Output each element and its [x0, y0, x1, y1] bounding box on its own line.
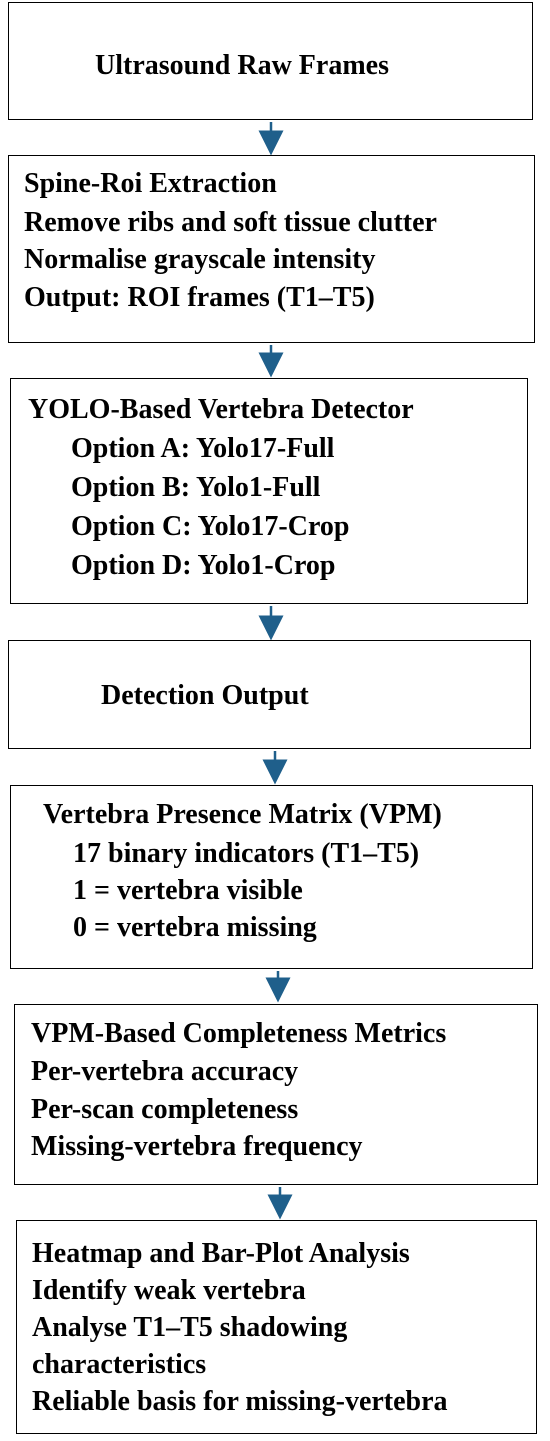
- box-yolo-detector: YOLO-Based Vertebra Detector Option A: Y…: [10, 378, 528, 604]
- option-a: Option A: Yolo17-Full: [71, 433, 335, 464]
- box-line: 0 = vertebra missing: [73, 912, 317, 943]
- box-title: Ultrasound Raw Frames: [95, 50, 389, 81]
- option-d: Option D: Yolo1-Crop: [71, 550, 336, 581]
- box-line: Missing-vertebra frequency: [31, 1131, 363, 1162]
- box-title: Detection Output: [101, 680, 309, 711]
- box-line: Remove ribs and soft tissue clutter: [24, 207, 437, 238]
- box-title: Heatmap and Bar-Plot Analysis: [32, 1238, 410, 1269]
- box-line: Normalise grayscale intensity: [24, 244, 376, 275]
- box-spine-roi-extraction: Spine-Roi Extraction Remove ribs and sof…: [8, 155, 535, 343]
- box-line: 17 binary indicators (T1–T5): [73, 838, 420, 869]
- option-b: Option B: Yolo1-Full: [71, 472, 321, 503]
- box-line: Per-vertebra accuracy: [31, 1056, 299, 1087]
- box-heatmap-analysis: Heatmap and Bar-Plot Analysis Identify w…: [16, 1220, 537, 1434]
- box-ultrasound-raw-frames: Ultrasound Raw Frames: [8, 2, 533, 120]
- box-line: Reliable basis for missing-vertebra: [32, 1386, 448, 1417]
- box-line: Output: ROI frames (T1–T5): [24, 282, 375, 313]
- box-title: Vertebra Presence Matrix (VPM): [43, 799, 442, 830]
- box-title: YOLO-Based Vertebra Detector: [28, 394, 414, 425]
- box-line: Per-scan completeness: [31, 1094, 299, 1125]
- box-title: Spine-Roi Extraction: [24, 168, 277, 199]
- box-line: characteristics: [32, 1349, 207, 1380]
- option-c: Option C: Yolo17-Crop: [71, 511, 350, 542]
- box-completeness-metrics: VPM-Based Completeness Metrics Per-verte…: [14, 1004, 538, 1185]
- box-vertebra-presence-matrix: Vertebra Presence Matrix (VPM) 17 binary…: [10, 785, 533, 969]
- box-line: 1 = vertebra visible: [73, 875, 303, 906]
- box-title: VPM-Based Completeness Metrics: [31, 1018, 447, 1049]
- box-detection-output: Detection Output: [8, 640, 531, 749]
- box-line: Analyse T1–T5 shadowing: [32, 1312, 348, 1343]
- box-line: Identify weak vertebra: [32, 1275, 306, 1306]
